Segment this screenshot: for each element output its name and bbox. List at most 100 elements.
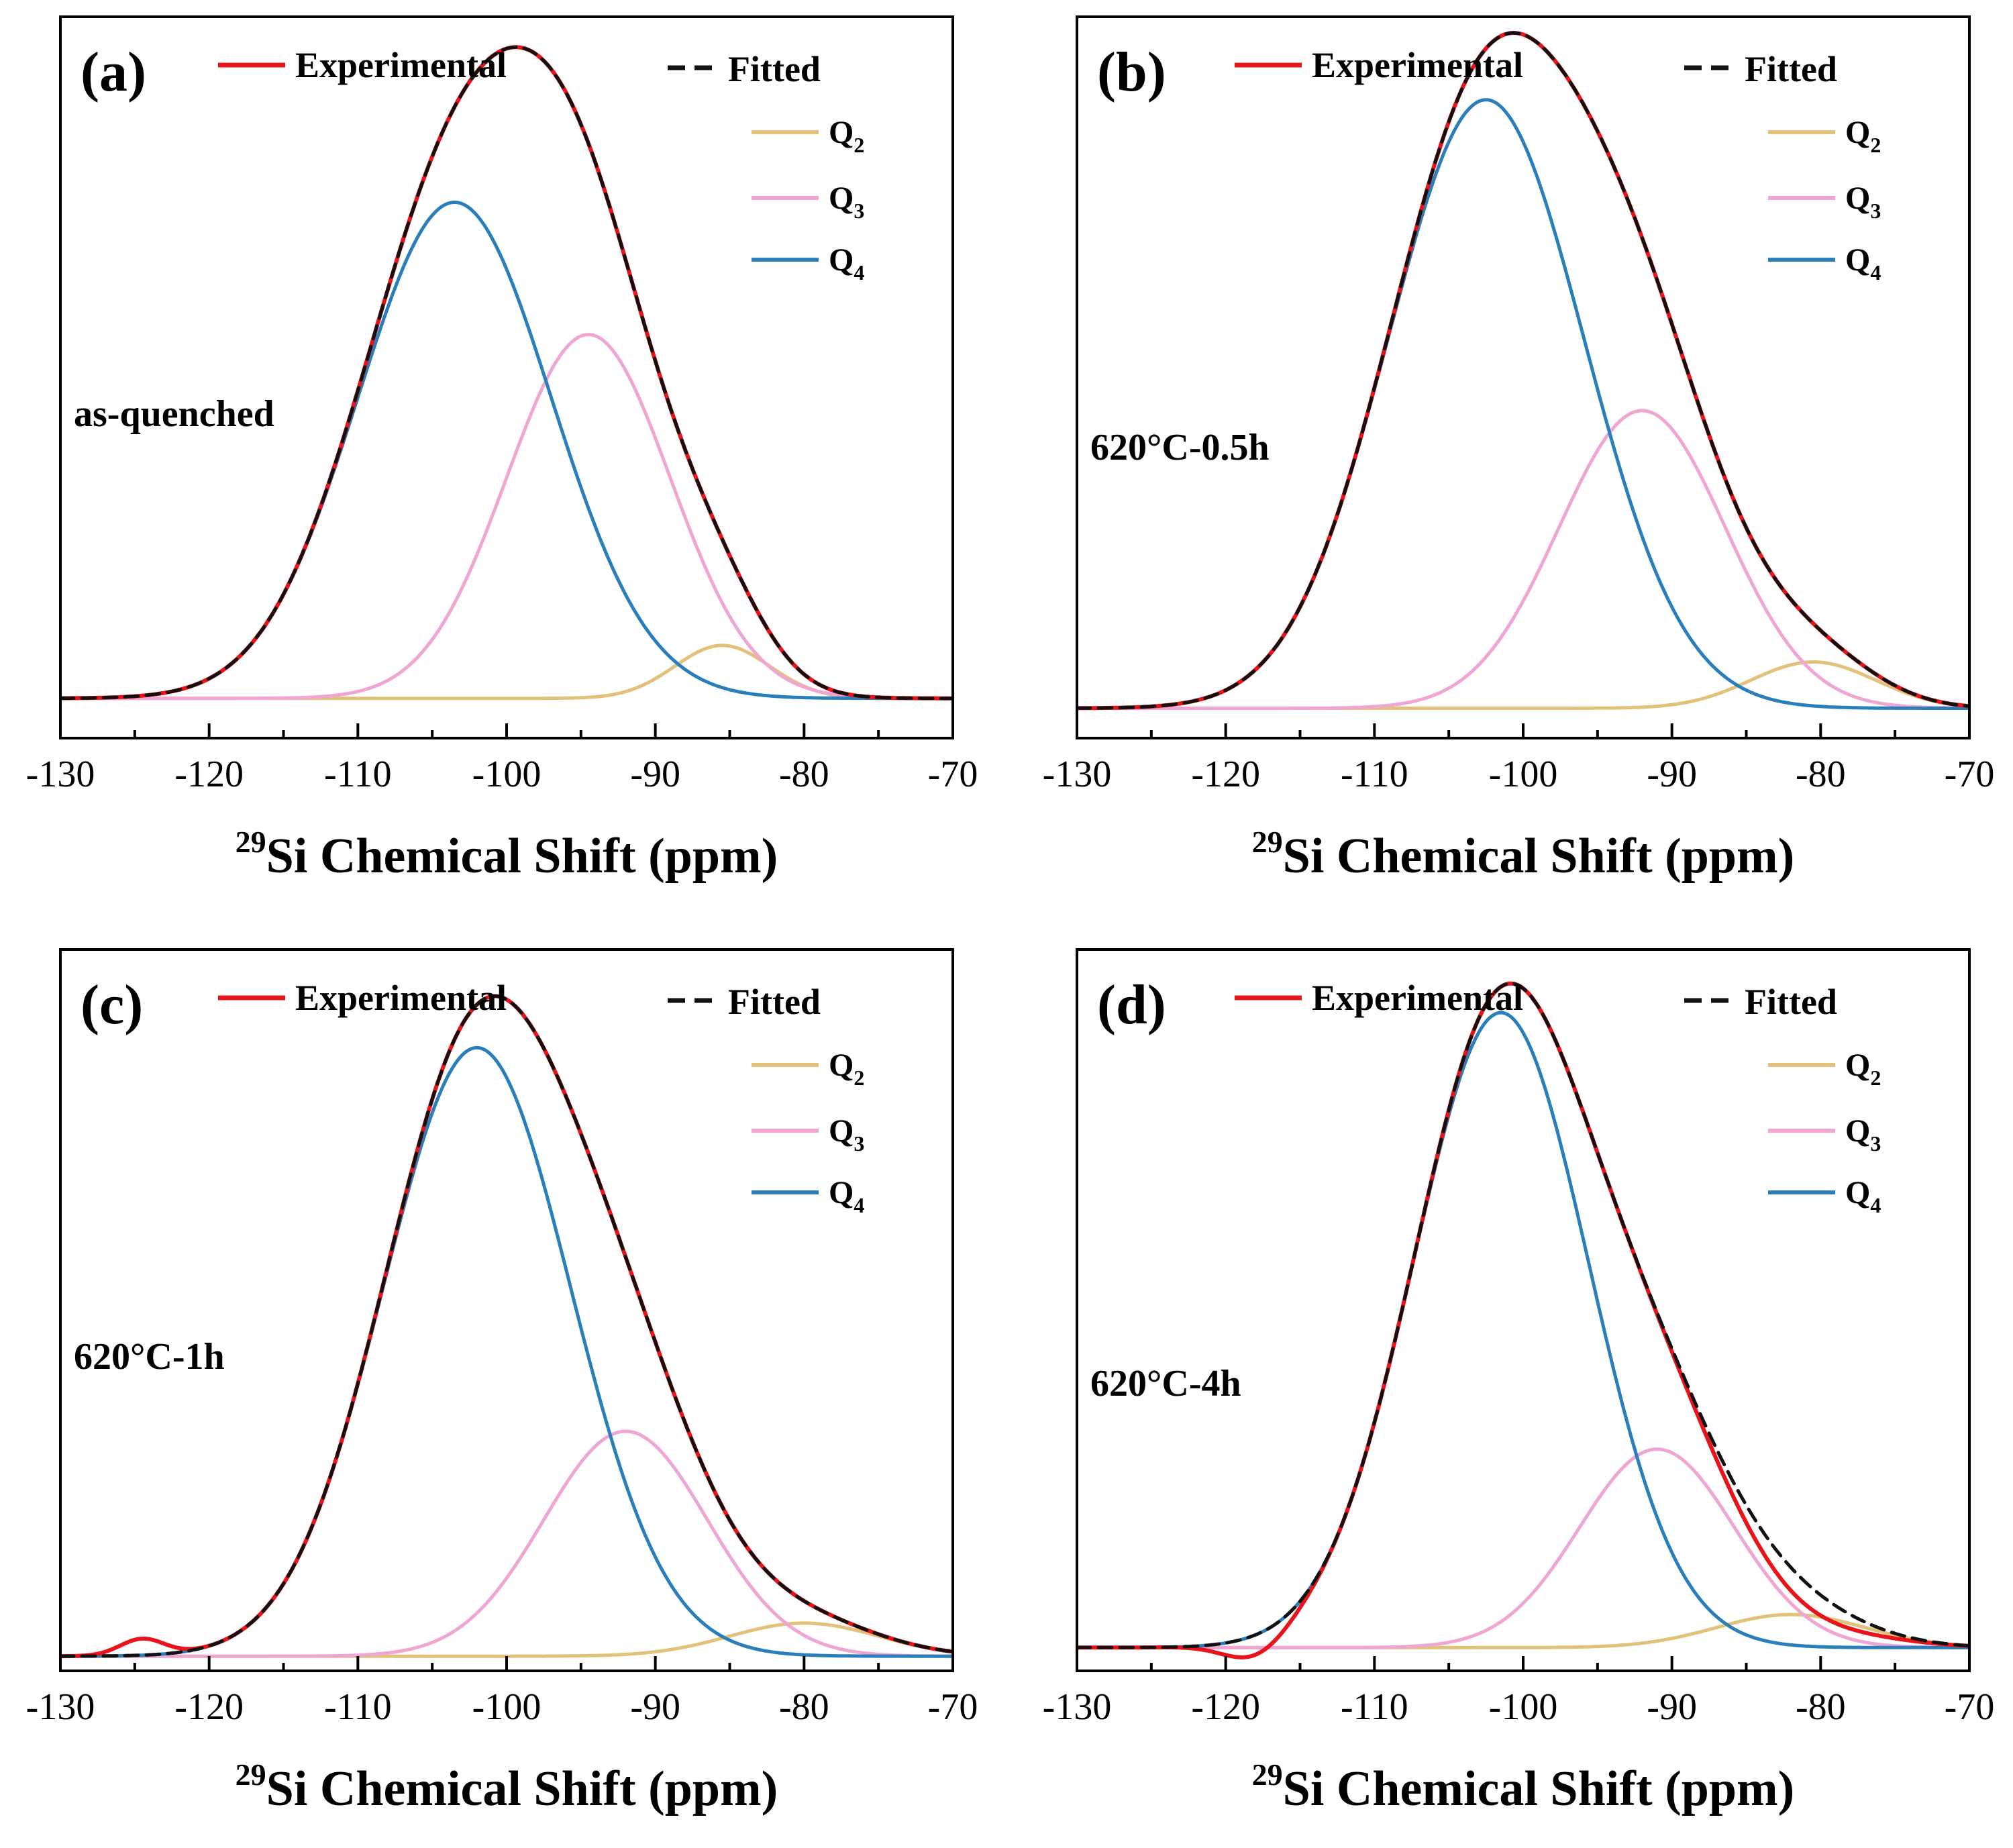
x-tick-label: -130 [1043, 1686, 1112, 1728]
legend-label-q2: Q2 [1845, 115, 1881, 157]
legend-label-q3: Q3 [829, 1113, 864, 1156]
x-tick-label: -100 [472, 754, 541, 795]
x-tick-label: -90 [1647, 754, 1697, 795]
legend-label-q2: Q2 [829, 1047, 864, 1090]
legend-label-experimental: Experimental [295, 45, 507, 85]
curves [60, 45, 953, 701]
x-tick-label: -130 [26, 754, 95, 795]
series-q2 [1077, 1612, 1969, 1649]
x-tick-label: -80 [1796, 754, 1846, 795]
x-tick-label: -70 [928, 1686, 978, 1728]
x-tick-label: -110 [324, 1686, 392, 1728]
series-experimental [1077, 31, 1969, 711]
legend-label-experimental: Experimental [295, 978, 507, 1018]
plot-frame [59, 948, 954, 1672]
curves [60, 994, 953, 1659]
legend-label-q4: Q4 [1845, 1175, 1881, 1217]
series-fitted [60, 45, 953, 701]
x-axis-label-text: Si Chemical Shift (ppm) [266, 829, 778, 884]
series-q2 [1077, 660, 1969, 710]
legend-label-q4: Q4 [829, 242, 864, 285]
x-axis-label-text: Si Chemical Shift (ppm) [266, 1761, 778, 1816]
sample-label: 620°C-4h [1090, 1363, 1241, 1404]
x-tick-label: -90 [1647, 1686, 1697, 1728]
x-axis-label: 29Si Chemical Shift (ppm) [1252, 825, 1795, 884]
legend-label-experimental: Experimental [1312, 45, 1523, 85]
legend-label-q3: Q3 [1845, 1113, 1881, 1156]
x-tick-label: -110 [324, 754, 392, 795]
curves [1077, 981, 1969, 1659]
x-tick-label: -90 [630, 754, 680, 795]
x-axis-label: 29Si Chemical Shift (ppm) [236, 1757, 778, 1816]
x-tick-label: -70 [1945, 754, 1995, 795]
series-experimental [1077, 981, 1969, 1659]
panel-label: (d) [1097, 974, 1166, 1036]
panel-d: -130 -120 -110 -100 -90 -80 -70 29Si Chemical S… [1043, 948, 1995, 1816]
x-tick-label: -80 [779, 754, 829, 795]
x-tick-label: -110 [1341, 754, 1408, 795]
x-tick-label: -130 [26, 1686, 95, 1728]
legend-label-fitted: Fitted [1745, 982, 1837, 1022]
series-fitted [1077, 982, 1969, 1649]
x-axis-label-isotope: 29 [236, 1757, 266, 1792]
x-tick-label: -120 [1191, 1686, 1260, 1728]
x-tick-label: -80 [1796, 1686, 1846, 1728]
series-experimental [60, 45, 953, 701]
panel-c: -130 -120 -110 -100 -90 -80 -70 29Si Chemical S… [26, 948, 978, 1816]
x-tick-label: -120 [174, 1686, 244, 1728]
legend-label-q2: Q2 [1845, 1047, 1881, 1090]
legend-label-q4: Q4 [1845, 242, 1881, 285]
x-tick-label: -70 [1945, 1686, 1995, 1728]
x-tick-label: -100 [1489, 754, 1558, 795]
legend-label-experimental: Experimental [1312, 978, 1523, 1018]
x-tick-label: -100 [472, 1686, 541, 1728]
x-tick-label: -100 [1489, 1686, 1558, 1728]
plot-frame [1076, 15, 1971, 739]
x-tick-label: -70 [928, 754, 978, 795]
series-q3 [1077, 409, 1969, 710]
series-fitted [60, 994, 953, 1658]
legend-label-fitted: Fitted [1745, 49, 1837, 89]
legend-label-q3: Q3 [829, 181, 864, 223]
panel-a: -130 -120 -110 -100 -90 -80 -70 29Si Chemical S… [26, 15, 978, 884]
x-tick-label: -80 [779, 1686, 829, 1728]
plot-frame [1076, 948, 1971, 1672]
legend-label-fitted: Fitted [728, 982, 821, 1022]
series-experimental [60, 994, 953, 1659]
x-axis-label-isotope: 29 [1252, 1757, 1283, 1792]
panel-label: (a) [81, 41, 146, 103]
sample-label: 620°C-1h [74, 1336, 225, 1378]
legend-label-fitted: Fitted [728, 49, 821, 89]
series-q4 [60, 201, 953, 701]
series-q4 [1077, 1011, 1969, 1649]
sample-label: 620°C-0.5h [1090, 427, 1270, 468]
curves [1077, 31, 1969, 711]
x-axis-label-text: Si Chemical Shift (ppm) [1283, 1761, 1795, 1816]
x-axis-label: 29Si Chemical Shift (ppm) [236, 825, 778, 884]
sample-label: as-quenched [74, 393, 274, 435]
legend-label-q3: Q3 [1845, 181, 1881, 223]
x-axis-label-isotope: 29 [1252, 825, 1283, 859]
series-q3 [1077, 1447, 1969, 1649]
x-axis-label-text: Si Chemical Shift (ppm) [1283, 829, 1795, 884]
x-tick-label: -130 [1043, 754, 1112, 795]
x-tick-label: -120 [1191, 754, 1260, 795]
legend-label-q2: Q2 [829, 115, 864, 157]
legend-label-q4: Q4 [829, 1175, 864, 1217]
x-axis-label: 29Si Chemical Shift (ppm) [1252, 1757, 1795, 1816]
x-tick-label: -90 [630, 1686, 680, 1728]
x-tick-label: -110 [1341, 1686, 1408, 1728]
x-tick-label: -120 [174, 754, 244, 795]
series-q4 [1077, 98, 1969, 710]
plot-frame [59, 15, 954, 739]
panel-b: -130 -120 -110 -100 -90 -80 -70 29Si Chemical S… [1043, 15, 1995, 884]
panel-label: (c) [81, 974, 143, 1036]
x-axis-label-isotope: 29 [236, 825, 266, 859]
panel-label: (b) [1097, 41, 1166, 103]
series-fitted [1077, 31, 1969, 710]
